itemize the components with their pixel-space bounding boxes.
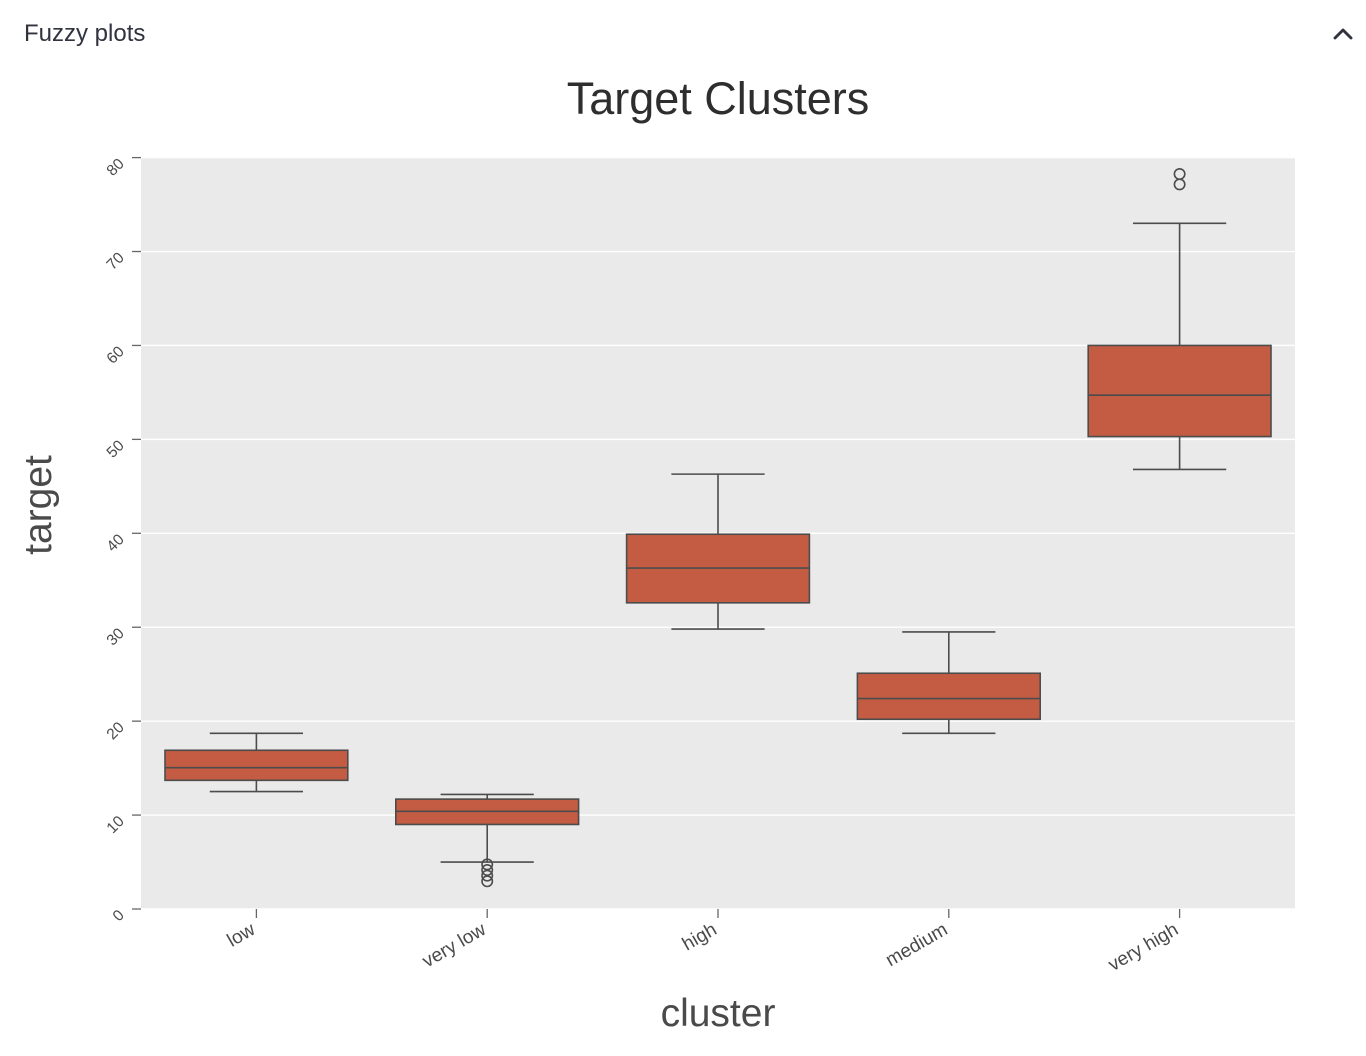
svg-text:low: low (224, 919, 259, 952)
svg-text:high: high (679, 919, 721, 955)
svg-text:80: 80 (104, 155, 128, 179)
svg-text:medium: medium (882, 919, 951, 971)
svg-text:50: 50 (104, 437, 128, 461)
svg-text:0: 0 (110, 907, 128, 925)
svg-text:70: 70 (104, 249, 128, 273)
svg-text:30: 30 (104, 625, 128, 649)
svg-text:very high: very high (1105, 919, 1182, 976)
svg-text:60: 60 (104, 343, 128, 367)
svg-text:very low: very low (419, 919, 490, 972)
svg-text:10: 10 (104, 813, 128, 837)
svg-text:20: 20 (104, 719, 128, 743)
svg-text:40: 40 (104, 531, 128, 555)
